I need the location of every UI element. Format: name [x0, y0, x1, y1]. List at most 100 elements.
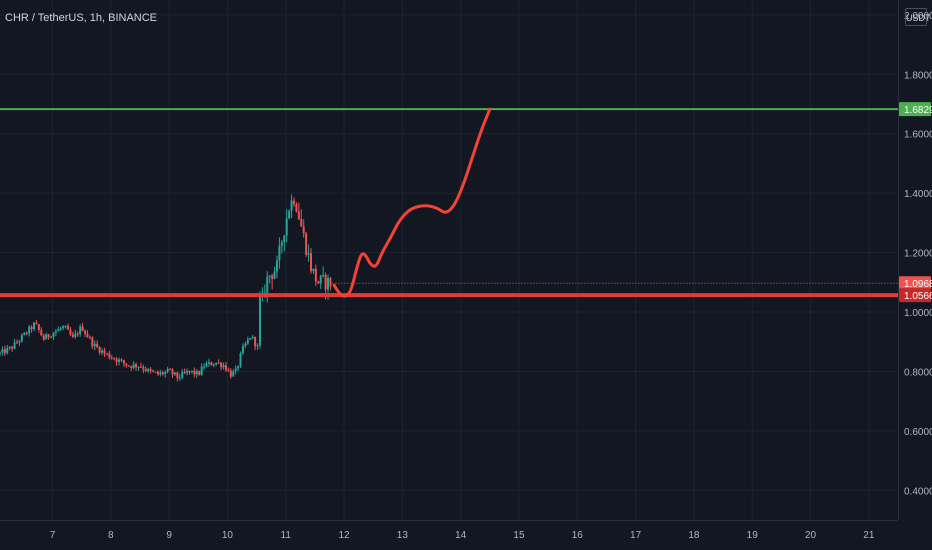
candle-body — [232, 371, 235, 377]
price-tick-label: 0.8000 — [904, 367, 932, 378]
candle — [54, 329, 57, 337]
candle — [271, 273, 274, 290]
candle-body — [147, 369, 150, 371]
candle — [147, 367, 150, 374]
candle — [203, 363, 206, 370]
candle — [251, 334, 254, 340]
time-tick-label: 13 — [397, 530, 409, 541]
candle-body — [16, 342, 19, 344]
candle — [309, 248, 312, 274]
candle-body — [79, 326, 82, 335]
candle-body — [8, 346, 11, 348]
candle — [135, 362, 138, 371]
candle — [86, 330, 89, 338]
candle — [176, 371, 179, 382]
candle-body — [309, 253, 312, 272]
currency-selector[interactable]: USDT — [905, 8, 931, 26]
candle-body — [30, 326, 33, 330]
candle — [91, 336, 94, 350]
candle-body — [135, 364, 138, 368]
candle — [20, 333, 23, 343]
candle-body — [154, 371, 157, 373]
horizontal-lines[interactable] — [0, 108, 902, 298]
candle-body — [86, 333, 89, 337]
candle-body — [292, 200, 295, 205]
projection-curve[interactable] — [332, 107, 492, 298]
candle-body — [93, 343, 96, 347]
candle-body — [84, 330, 87, 334]
candle-body — [227, 370, 230, 372]
candle-body — [96, 343, 99, 348]
candle — [149, 366, 152, 374]
candle — [154, 371, 157, 373]
price-tick-label: 1.8000 — [904, 70, 932, 81]
candle — [314, 264, 317, 286]
candle — [312, 268, 315, 275]
candle-body — [45, 334, 48, 340]
candle — [30, 325, 33, 333]
candle-body — [101, 350, 104, 353]
candle — [57, 326, 60, 332]
candle-body — [212, 364, 215, 366]
candle — [234, 365, 237, 375]
candle-body — [3, 349, 6, 354]
candle-body — [103, 350, 106, 354]
candle — [205, 360, 208, 368]
candle — [210, 361, 213, 366]
candle — [275, 255, 278, 279]
price-axis[interactable]: 2.0000 1.8000 1.6000 1.4000 1.2000 1.0000 0.80… — [898, 0, 932, 550]
candle-body — [285, 218, 288, 236]
candle — [278, 237, 281, 269]
candle — [227, 367, 230, 372]
price-tick-label: 0.4000 — [904, 486, 932, 497]
candle — [50, 335, 53, 339]
candle-body — [288, 210, 291, 219]
candle-body — [42, 335, 45, 340]
candle — [319, 274, 322, 290]
candle — [76, 331, 79, 337]
candle — [273, 266, 276, 280]
candle-body — [33, 322, 36, 330]
candle — [11, 345, 14, 352]
candle-body — [62, 326, 65, 329]
candle-body — [266, 276, 269, 293]
candle — [215, 362, 218, 366]
candle — [188, 370, 191, 375]
candle — [139, 362, 142, 368]
candle — [8, 346, 11, 351]
time-tick-label: 12 — [338, 530, 350, 541]
candle-body — [305, 233, 308, 255]
candle-body — [166, 369, 169, 372]
candle — [42, 333, 45, 342]
candle-body — [64, 326, 67, 328]
candle — [254, 336, 257, 351]
candle — [186, 368, 189, 376]
candle-body — [198, 371, 201, 375]
candle — [195, 368, 198, 378]
candle-body — [81, 326, 84, 331]
candle — [74, 329, 77, 339]
candle — [329, 277, 332, 291]
candle — [178, 373, 181, 381]
candle-body — [203, 366, 206, 368]
candle-body — [108, 353, 111, 358]
time-axis-background — [0, 520, 898, 550]
time-axis[interactable]: 7 8 9 10 11 12 13 14 15 16 17 18 19 20 21 — [0, 520, 898, 550]
candle — [212, 363, 215, 368]
candle — [52, 331, 55, 341]
candle — [229, 368, 232, 379]
candle-body — [254, 336, 257, 347]
candle-body — [54, 331, 57, 333]
candle — [47, 333, 50, 340]
candle-body — [105, 353, 108, 355]
candle — [198, 370, 201, 376]
candle-body — [237, 366, 240, 369]
candle-body — [241, 346, 244, 354]
candle — [28, 325, 31, 337]
candle — [317, 280, 320, 284]
candle-body — [137, 366, 140, 368]
candle — [101, 347, 104, 356]
candle-body — [190, 370, 193, 372]
projection-drawing[interactable] — [332, 107, 492, 298]
